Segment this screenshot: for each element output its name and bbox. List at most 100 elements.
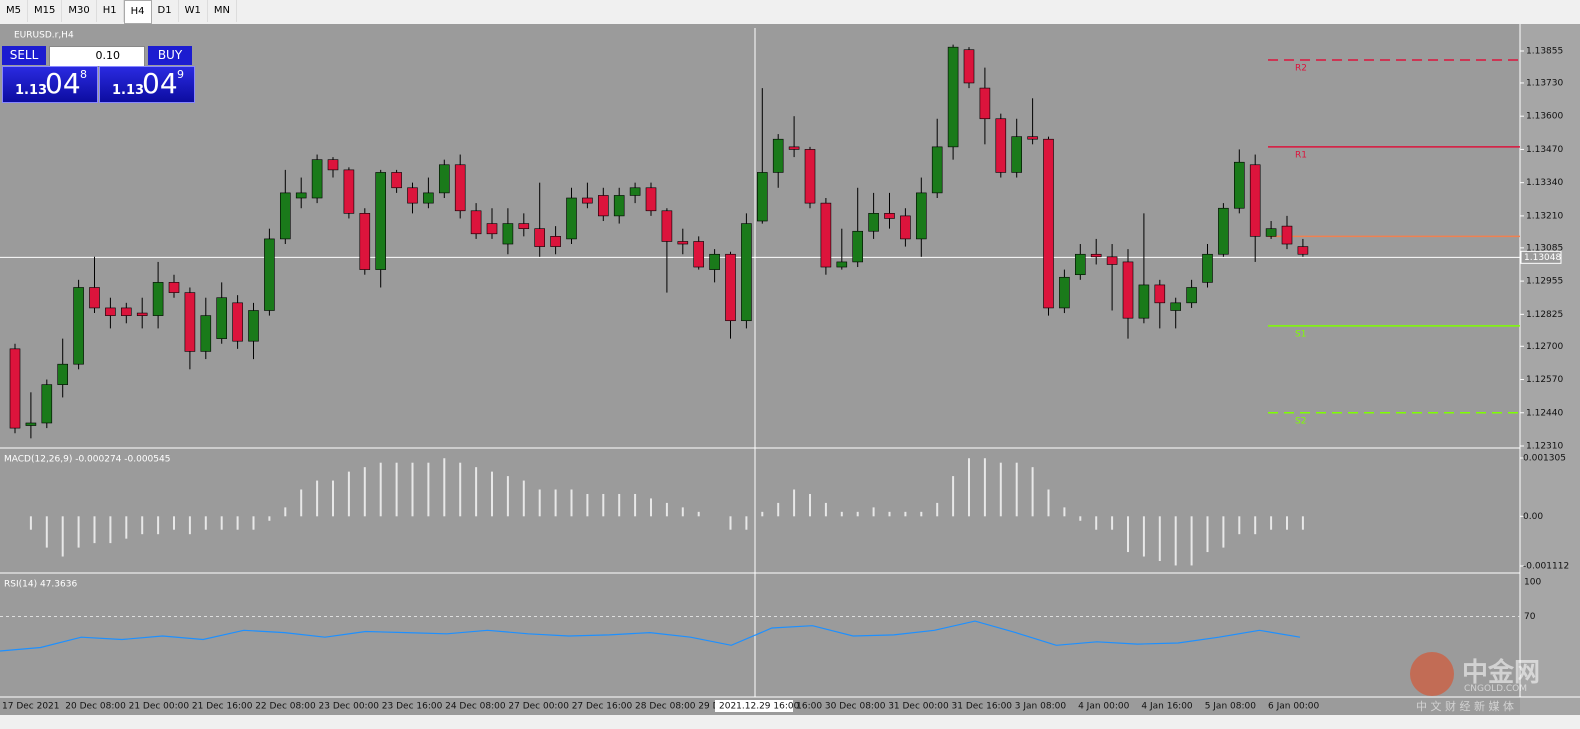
candle-body — [884, 213, 895, 219]
x-tick-label: 23 Dec 16:00 — [382, 702, 443, 712]
crosshair-tag — [715, 700, 793, 712]
timeframe-button[interactable]: H4 — [123, 0, 152, 24]
trade-panel: SELL 0.10 BUY 1.13 04 8 1.13 04 9 — [2, 46, 195, 103]
candle-body — [772, 138, 784, 173]
candle-body — [756, 172, 768, 222]
buy-button[interactable]: BUY — [148, 46, 192, 65]
timeframe-button[interactable]: H1 — [97, 0, 124, 22]
candle-body — [232, 302, 243, 342]
timeframe-button[interactable]: MN — [208, 0, 237, 22]
y-tick-label: 1.13470 — [1526, 145, 1563, 155]
rsi-label: RSI(14) 47.3636 — [4, 580, 77, 590]
logo — [1410, 652, 1454, 696]
candle-body — [1059, 276, 1070, 309]
candle-body — [1218, 207, 1229, 255]
x-tick-label: 27 Dec 00:00 — [508, 702, 569, 712]
level-label: S2 — [1295, 416, 1306, 426]
level-label: R2 — [1295, 63, 1307, 73]
candle-body — [1043, 138, 1054, 309]
wm-name: 中金网 — [1462, 658, 1541, 688]
candle-body — [152, 282, 164, 316]
candle-body — [582, 197, 593, 204]
candle-body — [41, 384, 53, 424]
x-tick-label: 28 Dec 08:00 — [635, 702, 696, 712]
candle-body — [184, 292, 196, 352]
chart: EURUSD.r,H4 MACD(12,26,9) -0.000274 -0.0… — [0, 24, 1580, 715]
x-tick-label: 24 Dec 08:00 — [445, 702, 506, 712]
candle-body — [995, 118, 1007, 173]
x-tick-label: 27 Dec 16:00 — [572, 702, 633, 712]
bid-big: 1.13 — [15, 83, 48, 98]
candle-body — [264, 238, 275, 311]
macd-label: MACD(12,26,9) -0.000274 -0.000545 — [4, 455, 170, 465]
candle-body — [1154, 284, 1166, 304]
candle-body — [200, 315, 212, 352]
watermark: 中金网 CNGOLD.COM 中 文 财 经 新 媒 体 — [1410, 652, 1570, 713]
rsi-line — [0, 620, 1301, 652]
sell-button[interactable]: SELL — [2, 46, 46, 65]
timeframe-button[interactable]: M30 — [62, 0, 97, 22]
ask-small: 9 — [177, 68, 184, 81]
candle-body — [1170, 302, 1181, 311]
lot-box[interactable]: 0.10 — [49, 46, 145, 67]
y-tick-label: 70 — [1524, 612, 1536, 622]
bid-price[interactable]: 1.13 04 8 — [2, 66, 98, 103]
chart-bg — [0, 24, 1580, 715]
candle-body — [725, 253, 736, 322]
candle-body — [693, 241, 705, 268]
ask-main: 04 — [142, 67, 178, 100]
candle-body — [136, 312, 148, 316]
x-tick-label: 30 Dec 08:00 — [825, 702, 886, 712]
candle-body — [1011, 136, 1023, 173]
wm-slogan: 中 文 财 经 新 媒 体 — [1416, 700, 1514, 713]
wm-domain: CNGOLD.COM — [1464, 684, 1528, 694]
candle-body — [359, 213, 371, 270]
x-tick-label: 17 Dec 2021 — [2, 702, 60, 712]
candle-body — [470, 210, 482, 235]
candle-body — [1106, 256, 1118, 265]
candle-body — [677, 241, 689, 245]
y-tick-label: 1.12310 — [1526, 442, 1563, 452]
candle-body — [963, 49, 975, 84]
candle-body — [375, 172, 387, 270]
timeframe-button[interactable]: D1 — [152, 0, 179, 22]
candle-body — [216, 297, 227, 339]
y-tick-label: 1.12700 — [1526, 342, 1563, 352]
timeframe-button[interactable]: M15 — [28, 0, 63, 22]
ask-price[interactable]: 1.13 04 9 — [99, 66, 195, 103]
y-tick-label: 1.13340 — [1526, 178, 1563, 188]
timeframe-button[interactable]: M5 — [0, 0, 28, 22]
bid-label: 1.13048 — [1524, 253, 1561, 263]
y-tick-label: 1.13855 — [1526, 47, 1563, 57]
y-tick-label: 0.001305 — [1523, 454, 1566, 464]
candle-body — [947, 46, 959, 148]
candle-body — [661, 210, 673, 242]
candle-body — [25, 422, 37, 426]
candle-body — [1234, 161, 1245, 209]
candle-body — [391, 172, 402, 189]
y-tick-label: 1.13730 — [1526, 78, 1563, 88]
candle-body — [1249, 164, 1261, 237]
candle-body — [121, 307, 132, 316]
x-tick-label: 5 Jan 08:00 — [1205, 702, 1257, 712]
candle-body — [820, 202, 832, 268]
timeframe-button[interactable]: W1 — [179, 0, 208, 22]
candle-body — [407, 187, 418, 204]
candle-body — [295, 192, 307, 199]
candle-body — [852, 230, 864, 263]
candle-body — [1138, 284, 1150, 319]
candle-body — [343, 169, 355, 214]
candle-body — [1265, 228, 1277, 237]
level-label: R1 — [1295, 150, 1307, 160]
candle-body — [1202, 253, 1213, 283]
x-tick-label: 21 Dec 16:00 — [192, 702, 253, 712]
x-tick-label: 20 Dec 08:00 — [65, 702, 126, 712]
ask-big: 1.13 — [112, 83, 145, 98]
candle-body — [979, 87, 991, 120]
lot: 0.10 — [95, 49, 121, 62]
x-tick-label: 23 Dec 00:00 — [319, 702, 380, 712]
y-tick-label: 100 — [1524, 578, 1541, 588]
candle-body — [89, 287, 100, 309]
candle-body — [423, 192, 434, 204]
